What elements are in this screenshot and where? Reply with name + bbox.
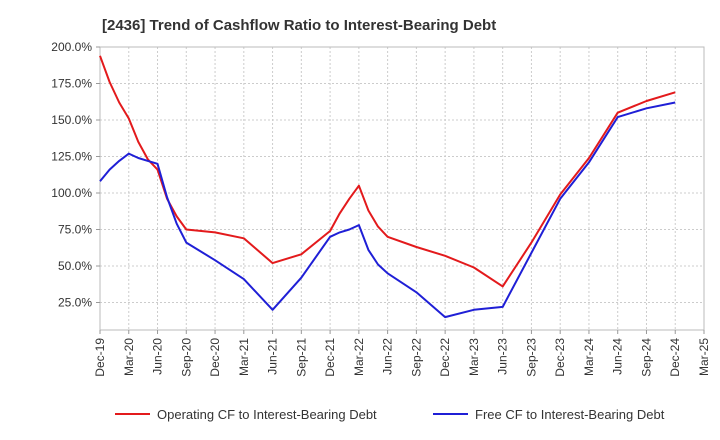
y-tick-label: 150.0% [51, 113, 92, 127]
series-line-free-cf [99, 101, 676, 319]
legend: Operating CF to Interest-Bearing Debt Fr… [115, 407, 665, 422]
x-tick-label: Sep-24 [639, 338, 653, 377]
grid-lines [99, 46, 705, 330]
x-tick-label: Dec-19 [93, 338, 107, 377]
y-axis: 200.0% 175.0% 150.0% 125.0% 100.0% 75.0% 50.0%… [51, 40, 100, 310]
x-tick-label: Sep-21 [294, 338, 308, 377]
x-tick-label: Jun-22 [381, 338, 395, 375]
x-tick-label: Sep-23 [524, 338, 538, 377]
y-tick-label: 200.0% [51, 40, 92, 54]
chart-title: [2436] Trend of Cashflow Ratio to Intere… [102, 17, 496, 34]
x-tick-label: Sep-20 [179, 338, 193, 377]
x-tick-label: Jun-20 [151, 338, 165, 375]
x-tick-label: Jun-23 [496, 338, 510, 375]
x-tick-label: Dec-22 [438, 338, 452, 377]
plot-area [99, 46, 705, 331]
x-tick-label: Dec-23 [553, 338, 567, 377]
y-tick-label: 125.0% [51, 150, 92, 164]
legend-label-free-cf: Free CF to Interest-Bearing Debt [475, 407, 665, 422]
x-tick-label: Mar-24 [582, 338, 596, 376]
series-lines [99, 55, 676, 319]
y-tick-label: 100.0% [51, 186, 92, 200]
legend-label-operating-cf: Operating CF to Interest-Bearing Debt [157, 407, 377, 422]
x-tick-label: Mar-22 [352, 338, 366, 376]
x-tick-label: Dec-24 [668, 338, 682, 377]
x-tick-label: Jun-21 [266, 338, 280, 375]
y-tick-label: 175.0% [51, 77, 92, 91]
x-tick-label: Jun-24 [611, 338, 625, 375]
x-tick-label: Dec-20 [208, 338, 222, 377]
y-tick-label: 75.0% [58, 223, 92, 237]
y-tick-label: 50.0% [58, 259, 92, 273]
y-tick-label: 25.0% [58, 296, 92, 310]
x-tick-label: Mar-20 [122, 338, 136, 376]
x-tick-label: Mar-23 [467, 338, 481, 376]
x-tick-label: Mar-21 [237, 338, 251, 376]
x-axis: Dec-19 Mar-20 Jun-20 Sep-20 Dec-20 Mar-21 Jun-… [93, 330, 711, 377]
x-tick-label: Dec-21 [323, 338, 337, 377]
series-line-operating-cf [99, 55, 676, 288]
x-tick-label: Mar-25 [697, 338, 711, 376]
x-tick-label: Sep-22 [409, 338, 423, 377]
